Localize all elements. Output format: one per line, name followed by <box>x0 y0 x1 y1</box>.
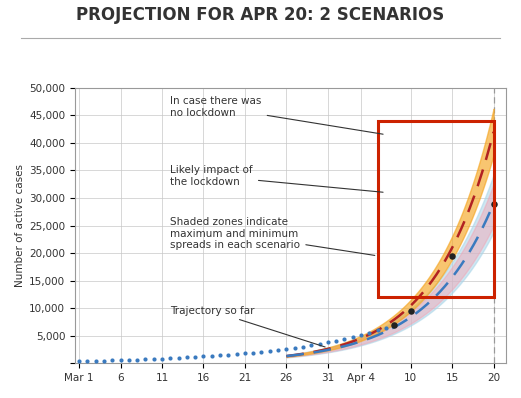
Point <box>282 346 291 352</box>
Point <box>315 341 324 347</box>
Point <box>108 357 117 363</box>
Point <box>448 253 456 259</box>
Point <box>349 334 357 340</box>
Point <box>175 355 183 361</box>
Point <box>92 357 100 364</box>
Text: Likely impact of
the lockdown: Likely impact of the lockdown <box>170 165 383 192</box>
Text: In case there was
no lockdown: In case there was no lockdown <box>170 96 383 134</box>
Point <box>390 322 398 328</box>
Bar <box>378 121 493 297</box>
Point <box>100 357 108 364</box>
Point <box>216 352 224 359</box>
Point <box>291 345 299 351</box>
Point <box>83 358 92 364</box>
Point <box>365 330 374 336</box>
Point <box>133 356 141 363</box>
Point <box>116 357 125 363</box>
Point <box>183 354 191 361</box>
Point <box>166 355 175 361</box>
Point <box>207 353 216 359</box>
Point <box>332 338 340 344</box>
Text: Shaded zones indicate
maximum and minimum
spreads in each scenario: Shaded zones indicate maximum and minimu… <box>170 217 375 256</box>
Point <box>324 339 332 345</box>
Point <box>125 357 133 363</box>
Point <box>406 308 415 314</box>
Point <box>390 322 398 328</box>
Point <box>274 347 282 353</box>
Point <box>382 325 390 331</box>
Point <box>150 356 158 362</box>
Point <box>191 354 200 360</box>
Point <box>249 349 257 356</box>
Point <box>241 350 249 357</box>
Point <box>200 353 208 360</box>
Point <box>374 327 382 334</box>
Point <box>299 343 307 350</box>
Point <box>158 355 166 362</box>
Point <box>357 332 365 338</box>
Point <box>266 348 274 354</box>
Point <box>340 336 349 342</box>
Point <box>224 351 232 358</box>
Text: PROJECTION FOR APR 20: 2 SCENARIOS: PROJECTION FOR APR 20: 2 SCENARIOS <box>77 6 444 24</box>
Point <box>489 200 498 207</box>
Point <box>232 351 241 357</box>
Point <box>307 342 315 349</box>
Y-axis label: Number of active cases: Number of active cases <box>15 164 25 287</box>
Point <box>257 349 266 355</box>
Text: Trajectory so far: Trajectory so far <box>170 306 325 347</box>
Point <box>75 358 83 364</box>
Point <box>141 356 150 363</box>
